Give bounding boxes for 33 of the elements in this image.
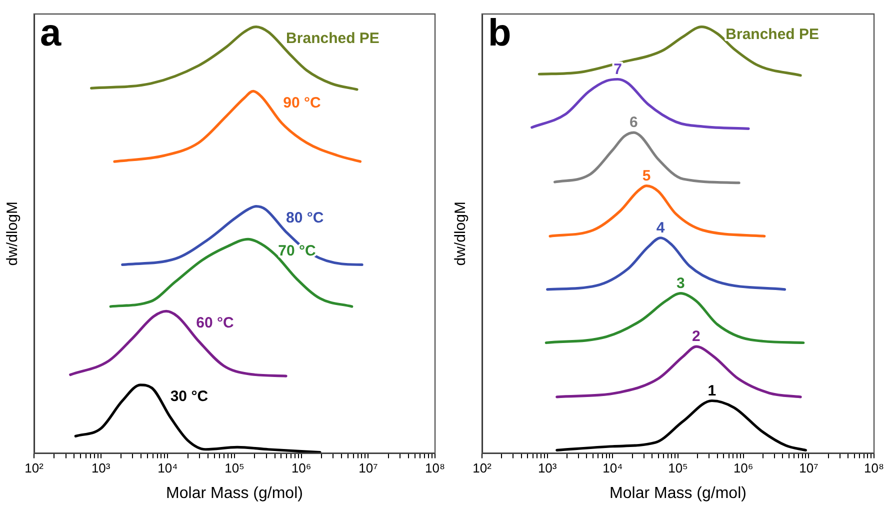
series-label: 3 [676, 274, 685, 292]
x-tick-label: 10⁵ [224, 460, 244, 476]
series-label: 7 [614, 60, 622, 78]
x-tick-label: 10⁷ [799, 460, 819, 476]
x-tick-label: 10² [472, 460, 492, 476]
x-tick-label: 10⁷ [358, 460, 378, 476]
series-label: 90 °C [283, 94, 321, 112]
series-label: 80 °C [286, 209, 324, 226]
annotation: b [488, 12, 512, 54]
x-axis-title: Molar Mass (g/mol) [610, 484, 746, 502]
x-tick-label: 10⁴ [158, 460, 178, 476]
series-label: 2 [692, 328, 700, 346]
series-label: 1 [708, 382, 716, 400]
y-axis-title: dw/dlogM [452, 202, 470, 266]
series-label: Branched PE [286, 30, 380, 47]
x-tick-label: 10⁵ [668, 460, 688, 476]
series-label: Branched PE [726, 26, 820, 43]
annotation: a [40, 12, 62, 54]
x-tick-label: 10⁴ [602, 460, 623, 476]
x-tick-label: 10⁶ [291, 460, 312, 476]
series-label: 6 [630, 114, 638, 132]
x-tick-label: 10³ [538, 460, 558, 476]
series-label: 5 [642, 167, 651, 184]
y-axis-title: dw/dlogM [4, 202, 22, 266]
x-tick-label: 10⁶ [733, 460, 754, 476]
series-label: 60 °C [196, 314, 234, 332]
x-tick-label: 10⁸ [425, 460, 446, 476]
series-label: 30 °C [170, 388, 208, 406]
x-axis-title: Molar Mass (g/mol) [166, 484, 303, 502]
x-tick-label: 10⁸ [864, 460, 884, 476]
x-tick-label: 10³ [91, 460, 111, 476]
x-tick-label: 10² [24, 460, 44, 476]
series-label: 4 [656, 220, 666, 237]
